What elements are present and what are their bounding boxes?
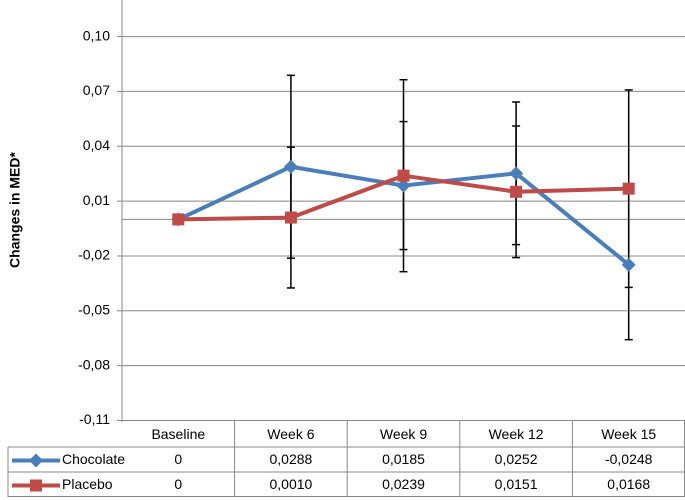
y-tick-label: 0,04 [83,137,110,153]
y-tick-label: -0,05 [78,302,110,318]
x-tick-label: Week 15 [601,426,656,442]
table-value: 0 [174,476,182,492]
point [510,185,523,198]
table-value: 0,0010 [269,476,312,492]
point [509,166,524,181]
x-tick-label: Week 6 [267,426,314,442]
point [621,257,636,272]
table-value: 0 [174,451,182,467]
y-tick-label: 0,07 [83,82,110,98]
point [397,169,410,182]
table-value: 0,0168 [607,476,650,492]
x-tick-label: Baseline [151,426,205,442]
point [283,159,298,174]
y-tick-label: 0,10 [83,27,110,43]
table-value: 0,0239 [382,476,425,492]
legend-marker [29,453,43,468]
point [284,211,297,224]
y-axis-title: Changes in MED* [7,151,23,267]
legend-label: Chocolate [62,451,125,467]
table-value: -0,0248 [605,451,653,467]
x-tick-label: Week 12 [489,426,544,442]
table-value: 0,0252 [495,451,538,467]
point [172,213,185,226]
table-value: 0,0288 [269,451,312,467]
legend-marker [30,479,42,492]
y-tick-label: 0,01 [83,192,110,208]
y-tick-label: -0,08 [78,356,110,372]
y-tick-label: -0,11 [79,411,110,427]
legend-label: Placebo [62,476,113,492]
point [396,178,411,193]
point [622,182,635,195]
table-value: 0,0151 [495,476,538,492]
y-tick-label: -0,02 [78,247,110,263]
table-value: 0,0185 [382,451,425,467]
x-tick-label: Week 9 [380,426,427,442]
